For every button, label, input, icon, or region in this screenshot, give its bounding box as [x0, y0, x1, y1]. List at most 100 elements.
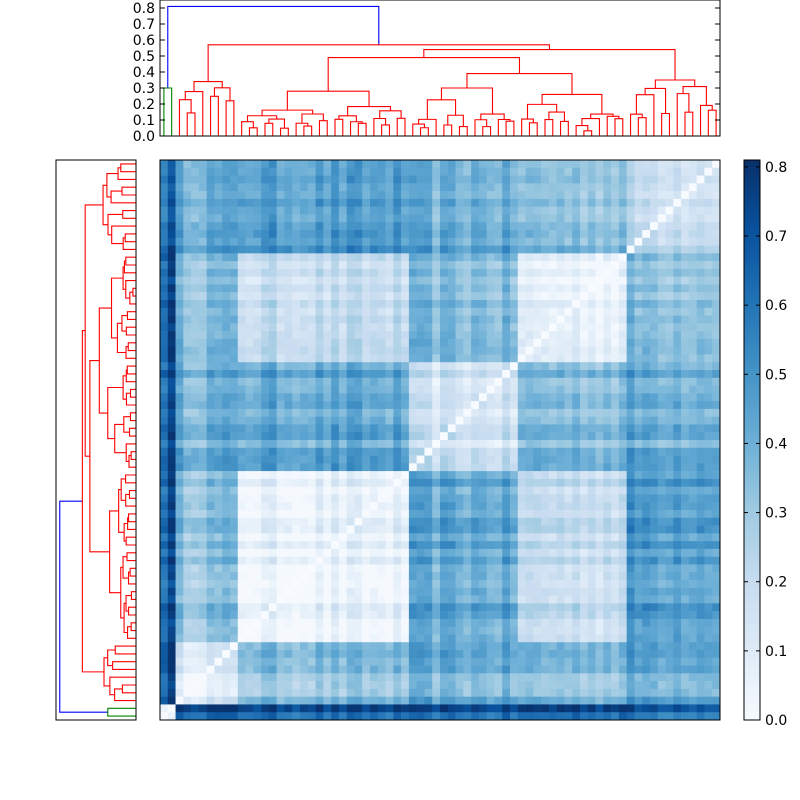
heatmap-cell [276, 681, 285, 690]
heatmap-cell [206, 548, 215, 557]
heatmap-cell [331, 385, 340, 394]
heatmap-cell [346, 416, 355, 425]
heatmap-cell [261, 478, 270, 487]
heatmap-cell [618, 502, 627, 511]
heatmap-cell [160, 595, 169, 604]
heatmap-cell [268, 354, 277, 363]
heatmap-cell [572, 354, 581, 363]
heatmap-cell [595, 300, 604, 309]
heatmap-cell [331, 494, 340, 503]
heatmap-cell [307, 393, 316, 402]
heatmap-cell [626, 440, 635, 449]
heatmap-cell [323, 338, 332, 347]
heatmap-cell [362, 338, 371, 347]
heatmap-cell [471, 463, 480, 472]
heatmap-cell [432, 564, 441, 573]
heatmap-cell [315, 401, 324, 410]
heatmap-cell [440, 688, 449, 697]
heatmap-cell [253, 175, 262, 184]
heatmap-cell [517, 206, 526, 215]
heatmap-cell [191, 440, 200, 449]
heatmap-cell [533, 292, 542, 301]
heatmap-cell [603, 510, 612, 519]
heatmap-cell [408, 346, 417, 355]
heatmap-cell [268, 315, 277, 324]
heatmap-cell [276, 548, 285, 557]
heatmap-cell [261, 634, 270, 643]
heatmap-cell [331, 346, 340, 355]
heatmap-cell [175, 292, 184, 301]
heatmap-cell [572, 362, 581, 371]
heatmap-cell [191, 626, 200, 635]
heatmap-cell [276, 657, 285, 666]
heatmap-cell [416, 502, 425, 511]
heatmap-cell [191, 261, 200, 270]
heatmap-cell [455, 206, 464, 215]
heatmap-cell [331, 393, 340, 402]
heatmap-cell [665, 688, 674, 697]
heatmap-cell [354, 362, 363, 371]
heatmap-cell [315, 160, 324, 169]
heatmap-cell [183, 160, 192, 169]
heatmap-cell [681, 292, 690, 301]
heatmap-cell [245, 494, 254, 503]
heatmap-cell [626, 276, 635, 285]
heatmap-cell [486, 688, 495, 697]
heatmap-cell [331, 642, 340, 651]
heatmap-cell [502, 665, 511, 674]
heatmap-cell [183, 548, 192, 557]
heatmap-cell [385, 416, 394, 425]
heatmap-cell [626, 198, 635, 207]
heatmap-cell [191, 556, 200, 565]
heatmap-cell [556, 665, 565, 674]
heatmap-cell [572, 432, 581, 441]
heatmap-cell [696, 564, 705, 573]
heatmap-cell [393, 626, 402, 635]
heatmap-cell [564, 642, 573, 651]
heatmap-cell [393, 222, 402, 231]
heatmap-cell [478, 393, 487, 402]
heatmap-cell [385, 408, 394, 417]
heatmap-cell [572, 175, 581, 184]
heatmap-cell [556, 230, 565, 239]
heatmap-cell [214, 650, 223, 659]
heatmap-cell [486, 401, 495, 410]
heatmap-cell [167, 517, 176, 526]
heatmap-cell [230, 191, 239, 200]
heatmap-cell [486, 572, 495, 581]
heatmap-cell [292, 650, 301, 659]
heatmap-cell [712, 564, 721, 573]
heatmap-cell [580, 533, 589, 542]
heatmap-cell [230, 261, 239, 270]
heatmap-cell [665, 206, 674, 215]
heatmap-cell [401, 370, 410, 379]
heatmap-cell [253, 323, 262, 332]
heatmap-cell [533, 642, 542, 651]
heatmap-cell [432, 471, 441, 480]
heatmap-cell [704, 214, 713, 223]
heatmap-cell [603, 198, 612, 207]
heatmap-cell [245, 432, 254, 441]
heatmap-cell [510, 175, 519, 184]
heatmap-cell [370, 268, 379, 277]
heatmap-cell [175, 556, 184, 565]
heatmap-cell [471, 276, 480, 285]
heatmap-cell [167, 268, 176, 277]
heatmap-cell [673, 447, 682, 456]
heatmap-cell [556, 354, 565, 363]
heatmap-cell [650, 261, 659, 270]
heatmap-cell [191, 191, 200, 200]
heatmap-cell [268, 541, 277, 550]
heatmap-cell [486, 268, 495, 277]
heatmap-cell [634, 587, 643, 596]
heatmap-cell [354, 230, 363, 239]
heatmap-cell [222, 447, 231, 456]
heatmap-cell [237, 175, 246, 184]
heatmap-cell [183, 354, 192, 363]
heatmap-cell [401, 292, 410, 301]
heatmap-cell [300, 385, 309, 394]
heatmap-cell [494, 634, 503, 643]
heatmap-cell [307, 230, 316, 239]
heatmap-cell [370, 650, 379, 659]
heatmap-cell [642, 214, 651, 223]
